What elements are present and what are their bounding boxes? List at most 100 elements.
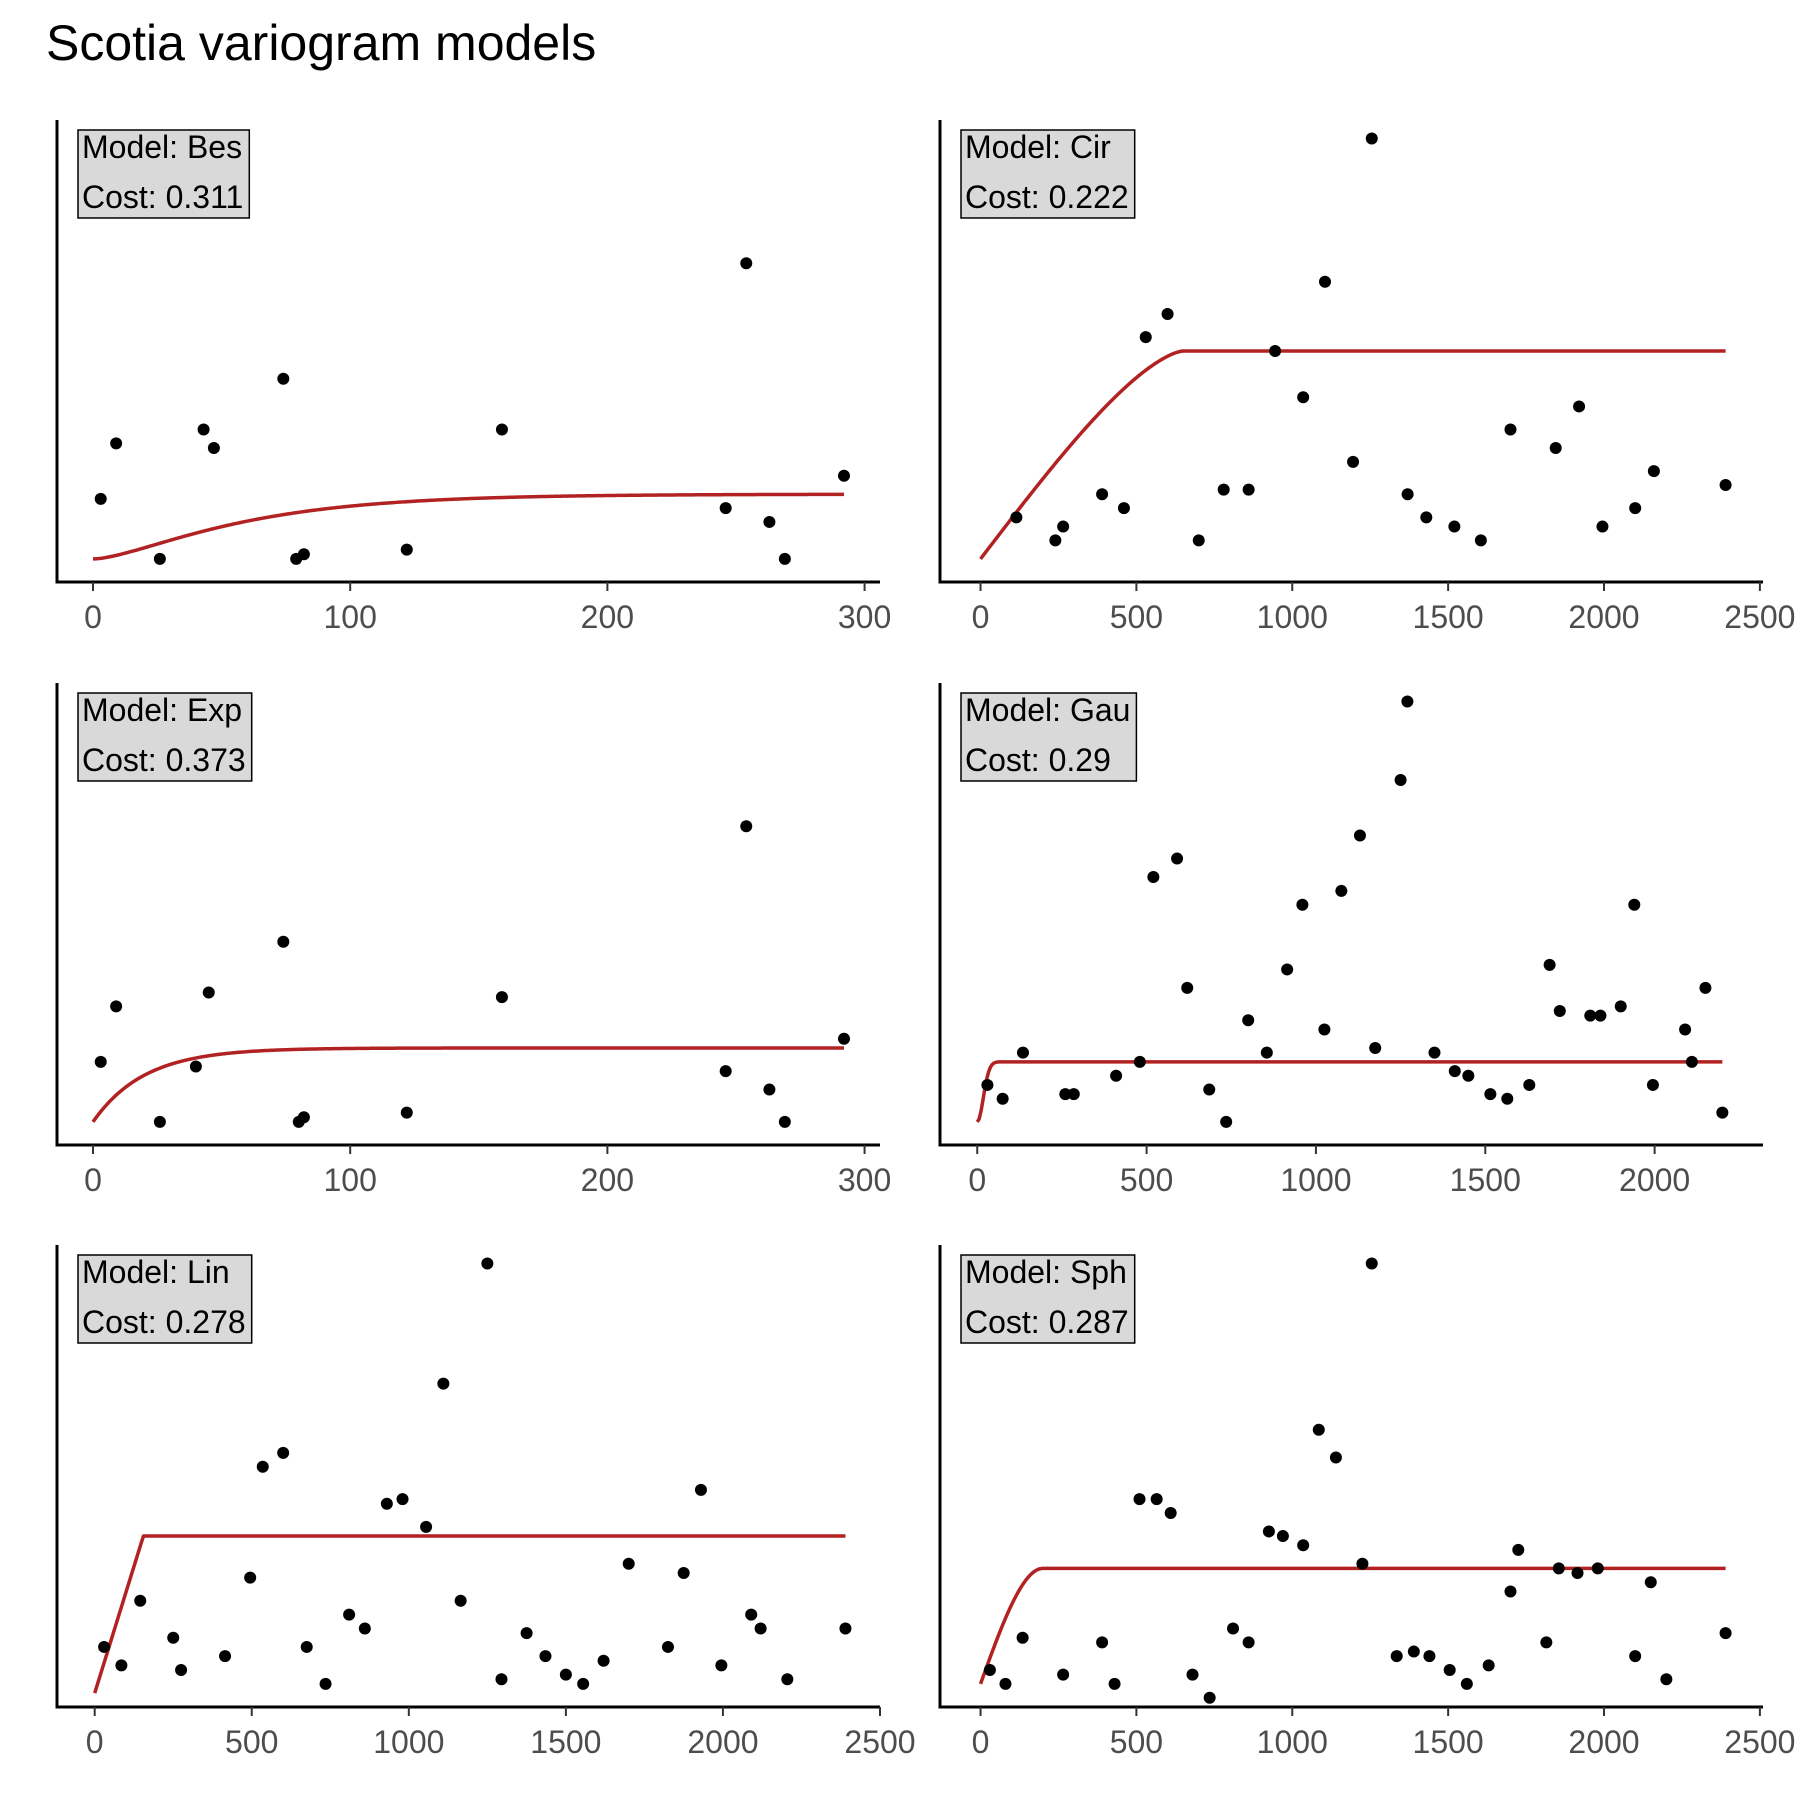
- label-box-background: [77, 129, 251, 219]
- x-tick-label: 500: [225, 1724, 278, 1760]
- cost-label: Cost: 0.29: [965, 742, 1111, 778]
- data-point: [197, 423, 210, 436]
- data-point: [597, 1654, 610, 1667]
- data-point: [1281, 963, 1294, 976]
- data-point: [1297, 391, 1310, 404]
- data-point: [1660, 1673, 1673, 1686]
- data-point: [1227, 1622, 1240, 1635]
- data-point: [1647, 465, 1660, 478]
- cost-label: Cost: 0.278: [82, 1304, 246, 1340]
- model-label-box: Model: Bes Cost: 0.311: [77, 129, 251, 219]
- data-point: [1242, 483, 1255, 496]
- model-label-box: Model: Exp Cost: 0.373: [77, 692, 253, 782]
- data-point: [495, 423, 508, 436]
- data-point: [1423, 1650, 1436, 1663]
- data-point: [94, 492, 107, 505]
- model-curve: [93, 1534, 846, 1694]
- data-point: [134, 1594, 147, 1607]
- data-point: [153, 552, 166, 565]
- data-point: [110, 1000, 123, 1013]
- data-point: [1164, 1506, 1177, 1519]
- data-point: [1365, 132, 1378, 145]
- data-point: [781, 1673, 794, 1686]
- data-point: [1448, 1065, 1461, 1078]
- data-point: [1016, 1631, 1029, 1644]
- data-point: [715, 1659, 728, 1672]
- data-point: [1629, 502, 1642, 515]
- x-tick-label: 1000: [373, 1724, 444, 1760]
- data-point: [1543, 958, 1556, 971]
- data-point: [1716, 1106, 1729, 1119]
- data-point: [1242, 1014, 1255, 1027]
- data-point: [175, 1664, 188, 1677]
- data-point: [539, 1650, 552, 1663]
- data-point: [1462, 1069, 1475, 1082]
- data-point: [763, 1083, 776, 1096]
- page-title: Scotia variogram models: [46, 15, 597, 71]
- data-point: [277, 935, 290, 948]
- data-point: [277, 1446, 290, 1459]
- data-point: [1596, 520, 1609, 533]
- data-point: [1203, 1083, 1216, 1096]
- data-point: [1276, 1530, 1289, 1543]
- data-point: [1512, 1543, 1525, 1556]
- data-point: [1269, 345, 1282, 357]
- data-point: [400, 1106, 413, 1119]
- x-tick-label: 1500: [1413, 599, 1484, 635]
- data-point: [1401, 695, 1414, 708]
- model-curve: [91, 1046, 844, 1123]
- data-point: [1629, 1650, 1642, 1663]
- panel-bes: 0 100 200 300 Model: Bes Cost: 0.311: [55, 120, 891, 635]
- data-point: [1133, 1493, 1146, 1506]
- data-point: [1390, 1650, 1403, 1663]
- model-label-box: Model: Sph Cost: 0.287: [960, 1254, 1136, 1344]
- data-point: [1347, 455, 1360, 468]
- data-point: [1203, 1691, 1216, 1704]
- data-point: [1614, 1000, 1627, 1013]
- data-point: [396, 1493, 409, 1506]
- x-tick-label: 0: [86, 1724, 104, 1760]
- panel-cir: 0 500 1000 1500 2000 2500 Model: Cir Cost: 0.22…: [938, 120, 1795, 635]
- x-tick-label: 0: [84, 1162, 102, 1198]
- data-point: [1110, 1069, 1123, 1082]
- data-point: [661, 1640, 674, 1653]
- data-point: [1685, 1055, 1698, 1068]
- x-tick-label: 500: [1110, 599, 1163, 635]
- data-point: [495, 1673, 508, 1686]
- data-point: [996, 1092, 1009, 1105]
- cost-label: Cost: 0.311: [82, 179, 243, 215]
- data-point: [1594, 1009, 1607, 1022]
- data-point: [1443, 1664, 1456, 1677]
- x-tick-label: 1500: [530, 1724, 601, 1760]
- data-point: [1296, 898, 1309, 911]
- data-point: [1353, 829, 1366, 842]
- x-tick-label: 100: [323, 599, 376, 635]
- data-point: [189, 1060, 202, 1073]
- data-point: [219, 1650, 232, 1663]
- data-point: [1049, 534, 1062, 547]
- data-point: [837, 1032, 850, 1045]
- x-tick-label: 0: [972, 599, 990, 635]
- data-point: [778, 552, 791, 565]
- data-point: [1553, 1005, 1566, 1018]
- data-point: [577, 1677, 590, 1690]
- data-point: [343, 1608, 356, 1621]
- model-label-box: Model: Gau Cost: 0.29: [960, 692, 1138, 782]
- model-name-label: Model: Bes: [82, 129, 242, 165]
- data-point: [1549, 442, 1562, 455]
- data-point: [420, 1520, 433, 1533]
- data-point: [1329, 1451, 1342, 1464]
- data-point: [1057, 1668, 1070, 1681]
- x-tick-label: 2500: [844, 1724, 915, 1760]
- data-point: [1504, 1585, 1517, 1598]
- x-tick-label: 200: [581, 599, 634, 635]
- data-point: [1312, 1423, 1325, 1436]
- data-point: [520, 1627, 533, 1640]
- panel-gau: 0 500 1000 1500 2000 Model: Gau Cost: 0.29: [938, 683, 1763, 1198]
- data-point: [1260, 1046, 1273, 1059]
- data-point: [297, 1111, 310, 1124]
- data-point: [1699, 981, 1712, 994]
- data-point: [495, 991, 508, 1004]
- x-tick-label: 2000: [1568, 599, 1639, 635]
